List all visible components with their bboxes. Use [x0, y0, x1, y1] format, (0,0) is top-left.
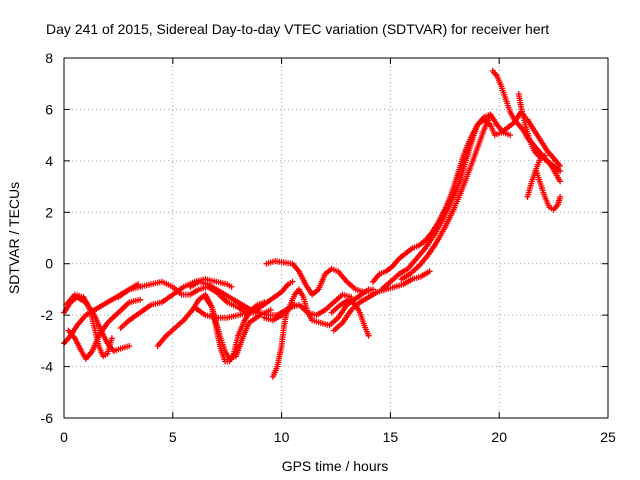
series-sat-f [117, 276, 235, 331]
x-tick-label: 20 [491, 429, 507, 445]
series-sat-h [202, 294, 274, 362]
series-markers [261, 291, 355, 324]
y-tick-label: 2 [45, 204, 53, 220]
series-sat-q [378, 109, 529, 293]
series-sat-p [370, 111, 514, 285]
y-tick-label: -6 [41, 410, 54, 426]
series-sat-l [261, 291, 355, 324]
series-sat-d [65, 296, 144, 362]
series-markers [524, 116, 564, 169]
y-tick-label: 4 [45, 153, 53, 169]
y-tick-labels: -6 -4 -2 0 2 4 6 8 [41, 50, 54, 426]
x-tick-label: 10 [274, 429, 290, 445]
series-markers [65, 296, 144, 362]
y-tick-label: 6 [45, 101, 53, 117]
y-axis-label: SDTVAR / TECUs [6, 182, 22, 294]
series-sat-r [398, 111, 494, 283]
y-tick-label: 0 [45, 256, 53, 272]
x-tick-label: 0 [60, 429, 68, 445]
series-markers [202, 294, 274, 362]
x-tick-labels: 0 5 10 15 20 25 [60, 429, 616, 445]
data-series [61, 67, 564, 380]
y-tick-label: -4 [41, 359, 54, 375]
chart-title: Day 241 of 2015, Sidereal Day-to-day VTE… [46, 21, 549, 37]
axis-ticks [63, 57, 609, 419]
series-sat-j [191, 278, 296, 321]
series-sat-n [328, 296, 372, 339]
series-markers [263, 258, 376, 298]
x-tick-label: 15 [383, 429, 399, 445]
x-axis-label: GPS time / hours [282, 458, 389, 474]
series-sat-u [524, 116, 564, 169]
series-markers [370, 111, 514, 285]
series-markers [533, 168, 564, 213]
x-tick-label: 25 [600, 429, 616, 445]
series-sat-k [269, 286, 372, 380]
x-tick-label: 5 [169, 429, 177, 445]
series-markers [328, 296, 372, 339]
series-sat-w [533, 168, 564, 213]
plot-frame [63, 57, 609, 419]
series-markers [191, 278, 296, 321]
series-markers [269, 286, 372, 380]
grid-lines [64, 58, 608, 418]
y-tick-label: 8 [45, 50, 53, 66]
series-sat-m [263, 258, 376, 298]
series-markers [117, 276, 235, 331]
y-tick-label: -2 [41, 307, 54, 323]
series-markers [398, 111, 494, 283]
series-markers [378, 109, 529, 293]
